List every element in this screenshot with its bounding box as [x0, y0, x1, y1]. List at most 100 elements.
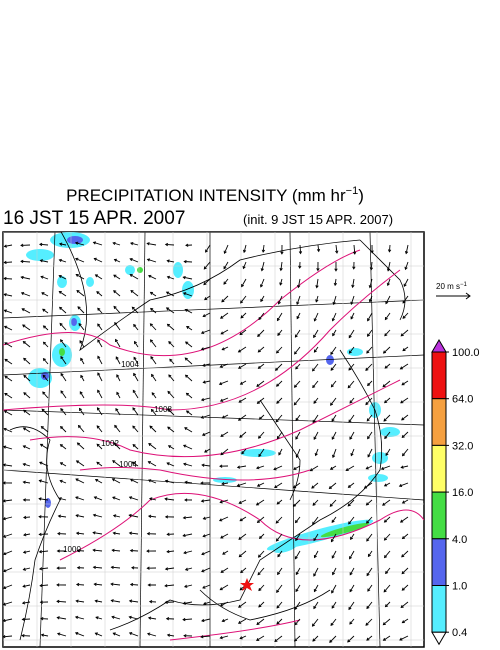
precip-area	[26, 249, 54, 261]
wind-arrow	[402, 448, 409, 456]
wind-arrowhead	[23, 374, 27, 378]
wind-arrowhead	[330, 539, 334, 543]
wind-arrowhead	[149, 425, 153, 429]
wind-arrowhead	[277, 332, 281, 336]
wind-arrowhead	[347, 385, 351, 389]
wind-arrow	[256, 380, 265, 387]
wind-arrow	[276, 346, 283, 354]
wind-arrowhead	[200, 397, 205, 402]
wind-arrow	[3, 533, 13, 538]
wind-arrow	[112, 496, 121, 501]
wind-arrow	[76, 600, 85, 603]
wind-arrow	[329, 635, 337, 643]
wind-arrowhead	[38, 497, 42, 501]
wind-arrowhead	[3, 293, 7, 297]
wind-arrow	[348, 516, 355, 525]
wind-arrow	[257, 482, 265, 487]
wind-arrow	[256, 465, 265, 469]
wind-arrow	[40, 259, 49, 263]
wind-arrow	[40, 443, 49, 450]
wind-arrowhead	[76, 289, 80, 293]
wind-arrow	[167, 634, 175, 637]
wind-arrow	[331, 533, 337, 542]
wind-arrowhead	[116, 391, 120, 395]
wind-arrowhead	[380, 466, 385, 470]
wind-arrow	[331, 414, 337, 422]
wind-arrowhead	[42, 341, 47, 345]
wind-arrowhead	[219, 398, 224, 402]
wind-arrow	[133, 357, 139, 365]
wind-arrow	[201, 397, 211, 401]
wind-arrowhead	[366, 538, 370, 542]
isobar-label: 1008	[154, 405, 172, 414]
wind-arrowhead	[259, 284, 264, 288]
wind-arrowhead	[21, 308, 25, 312]
wind-arrow	[151, 409, 157, 416]
wind-arrow	[238, 414, 247, 421]
wind-arrow	[220, 499, 229, 503]
wind-arrow	[23, 567, 31, 571]
wind-arrow	[220, 584, 229, 591]
wind-arrowhead	[202, 534, 206, 538]
wind-arrowhead	[276, 383, 280, 387]
wind-arrow	[4, 326, 13, 331]
wind-arrowhead	[185, 243, 189, 247]
wind-arrowhead	[311, 623, 315, 627]
wind-arrow	[77, 306, 85, 314]
wind-arrow	[332, 567, 337, 575]
wind-arrowhead	[202, 380, 206, 384]
wind-arrowhead	[219, 464, 223, 468]
wind-arrowhead	[202, 516, 206, 520]
wind-arrowhead	[239, 434, 243, 438]
wind-arrow	[130, 290, 139, 297]
wind-arrowhead	[366, 573, 370, 577]
wind-arrow	[3, 446, 13, 450]
wind-arrowhead	[167, 445, 172, 449]
wind-arrowhead	[295, 417, 299, 422]
wind-arrowhead	[75, 273, 79, 277]
wind-arrow	[257, 329, 265, 337]
wind-arrowhead	[242, 249, 247, 254]
wind-arrowhead	[60, 407, 64, 412]
wind-arrow	[312, 516, 319, 525]
wind-arrowhead	[368, 299, 372, 303]
wind-arrowhead	[168, 374, 172, 378]
wind-arrow	[168, 341, 175, 348]
wind-arrow	[75, 478, 85, 484]
wind-arrowhead	[401, 434, 405, 439]
wind-arrow	[113, 274, 121, 280]
wind-arrow	[293, 397, 301, 406]
wind-arrowhead	[203, 282, 207, 286]
wind-arrowhead	[275, 419, 279, 423]
wind-arrowhead	[133, 356, 137, 360]
wind-arrowhead	[313, 605, 317, 610]
wind-arrowhead	[349, 556, 352, 560]
wind-arrow	[167, 323, 175, 331]
wind-arrow	[147, 242, 157, 246]
map-grid	[3, 409, 424, 426]
precip-area	[137, 267, 143, 273]
wind-arrowhead	[56, 583, 60, 587]
wind-arrow	[312, 363, 319, 372]
wind-arrow	[75, 274, 85, 280]
wind-arrow	[276, 380, 283, 387]
wind-arrow	[385, 295, 391, 304]
wind-arrow	[220, 363, 229, 368]
wind-arrowhead	[333, 282, 338, 287]
wind-arrowhead	[147, 583, 151, 587]
wind-arrow	[402, 499, 409, 504]
wind-arrowhead	[3, 618, 6, 623]
wind-arrow	[366, 533, 373, 542]
wind-arrowhead	[200, 347, 205, 351]
wind-arrow	[202, 312, 211, 317]
wind-arrow	[111, 566, 121, 569]
wind-arrowhead	[56, 632, 61, 636]
wind-arrowhead	[164, 584, 168, 588]
wind-arrowhead	[182, 516, 186, 520]
wind-arrow	[79, 391, 85, 399]
wind-arrowhead	[38, 479, 42, 483]
wind-arrow	[345, 465, 355, 471]
wind-arrowhead	[329, 466, 334, 470]
wind-arrow	[331, 601, 337, 609]
